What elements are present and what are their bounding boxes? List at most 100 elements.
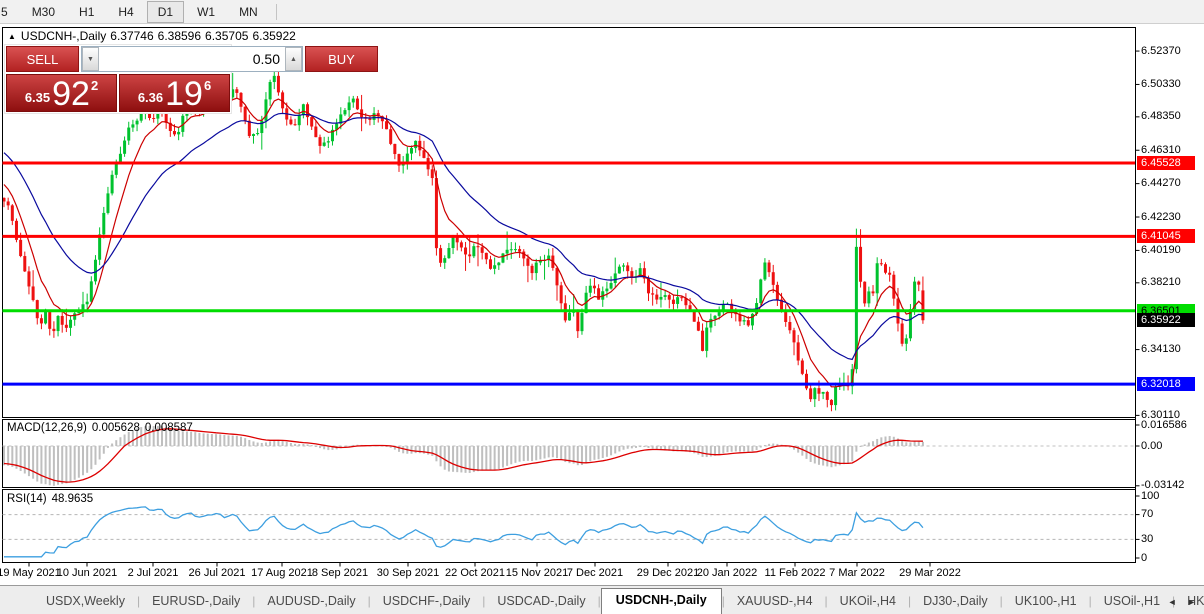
macd-bar [343,446,346,448]
macd-bar [310,445,313,447]
candle-body [763,262,767,280]
candle-body [588,285,592,293]
candle-body [289,119,293,125]
macd-bar [793,446,796,450]
macd-bar [842,446,845,465]
candle-body [642,268,646,279]
macd-bar [477,446,480,472]
sell-button[interactable]: SELL [6,46,79,72]
macd-value: 0.005628 [91,422,140,434]
macd-bar [630,446,633,449]
macd-bar [319,446,322,449]
macd-bar [464,446,467,473]
timeframe-button-5[interactable]: 5 [1,4,8,19]
date-axis-label: 22 Oct 2021 [445,567,505,579]
macd-bar [539,446,542,460]
candle-body [19,239,23,257]
candle-body [684,298,688,306]
macd-bar [564,446,567,463]
macd-bar [551,446,554,458]
ohlc-low: 6.35705 [205,29,249,43]
macd-bar [867,442,870,446]
timeframe-button-mn[interactable]: MN [239,4,258,19]
tabs-scroll-icons[interactable]: ◄ ► [1167,597,1200,607]
tab-hk50-h1[interactable]: HK50-,H1 [1187,594,1204,608]
tab-usdchf-daily[interactable]: USDCHF-,Daily [382,594,471,608]
timeframe-button-h1[interactable]: H1 [79,4,95,19]
candle-body [859,246,863,282]
candle-body [272,75,276,83]
candle-body [825,391,829,400]
buy-price-box[interactable]: 6.36 19 6 [119,74,230,112]
macd-bar [622,446,625,450]
volume-stepper: ▼ ▲ [81,46,303,72]
candle-body [509,249,513,251]
macd-bar [169,428,172,446]
timeframe-toolbar[interactable]: 5 M30 H1 H4 D1 W1 MN [0,0,1204,24]
macd-bar [248,440,251,446]
tab-usdcnh-daily[interactable]: USDCNH-,Daily [600,588,722,614]
candle-body [605,288,609,292]
macd-bar [256,442,259,446]
candle-body [788,321,792,331]
macd-bar [298,444,301,446]
candle-body [767,262,771,273]
macd-bar [701,446,704,457]
candle-body [476,246,480,248]
price-axis-label: 6.40190 [1141,243,1181,256]
tab-usdcad-daily[interactable]: USDCAD-,Daily [497,594,586,608]
candle-body [451,236,455,249]
macd-bar [468,446,471,473]
macd-bar [385,446,388,447]
candle-body [809,388,813,400]
collapse-icon[interactable]: ▲ [8,32,16,41]
date-axis-label: 29 Mar 2022 [899,567,961,579]
volume-decrease-icon[interactable]: ▼ [82,47,99,71]
macd-bar [593,446,596,460]
price-axis-label: 6.34130 [1141,343,1181,356]
macd-bar [689,446,692,453]
macd-bar [327,446,330,451]
date-axis-label: 7 Dec 2021 [566,567,624,579]
macd-bar [48,446,51,486]
macd-bar [106,446,109,448]
candle-body [156,109,160,119]
macd-bar [314,446,317,447]
tab-xauusd-h4[interactable]: XAUUSD-,H4 [736,594,813,608]
macd-bar [177,430,180,446]
tab-dj30-daily[interactable]: DJ30-,Daily [923,594,988,608]
macd-bar [788,446,791,448]
macd-bar [260,442,263,446]
candle-body [409,148,413,154]
candle-body [110,174,114,194]
tab-audusd-daily[interactable]: AUDUSD-,Daily [267,594,356,608]
timeframe-button-m30[interactable]: M30 [31,4,56,19]
tab-ukoil-h4[interactable]: UKOil-,H4 [839,594,896,608]
candle-body [351,98,355,103]
buy-button[interactable]: BUY [305,46,378,72]
tab-eurusd-daily[interactable]: EURUSD-,Daily [152,594,241,608]
volume-increase-icon[interactable]: ▲ [285,47,302,71]
rsi-label: RSI(14) 48.9635 [7,493,98,505]
tab-uk100-h1[interactable]: UK100-,H1 [1014,594,1077,608]
tab-usoil-h1[interactable]: USOil-,H1 [1103,594,1161,608]
macd-bar [909,442,912,446]
macd-bar [156,426,159,446]
candle-body [867,291,871,304]
macd-bar [289,442,292,446]
macd-bar [892,436,895,446]
candle-body [688,305,692,311]
tab-usdx-weekly[interactable]: USDX,Weekly [46,594,125,608]
macd-bar [61,446,64,485]
candle-body [397,154,401,166]
candle-body [592,285,596,289]
candle-body [717,312,721,316]
macd-bar [19,446,22,472]
volume-input[interactable] [99,47,285,71]
sell-price-box[interactable]: 6.35 92 2 [6,74,117,112]
timeframe-button-w1[interactable]: W1 [197,4,216,19]
candle-body [518,249,522,252]
timeframe-button-d1[interactable]: D1 [146,0,185,23]
timeframe-button-h4[interactable]: H4 [118,4,134,19]
